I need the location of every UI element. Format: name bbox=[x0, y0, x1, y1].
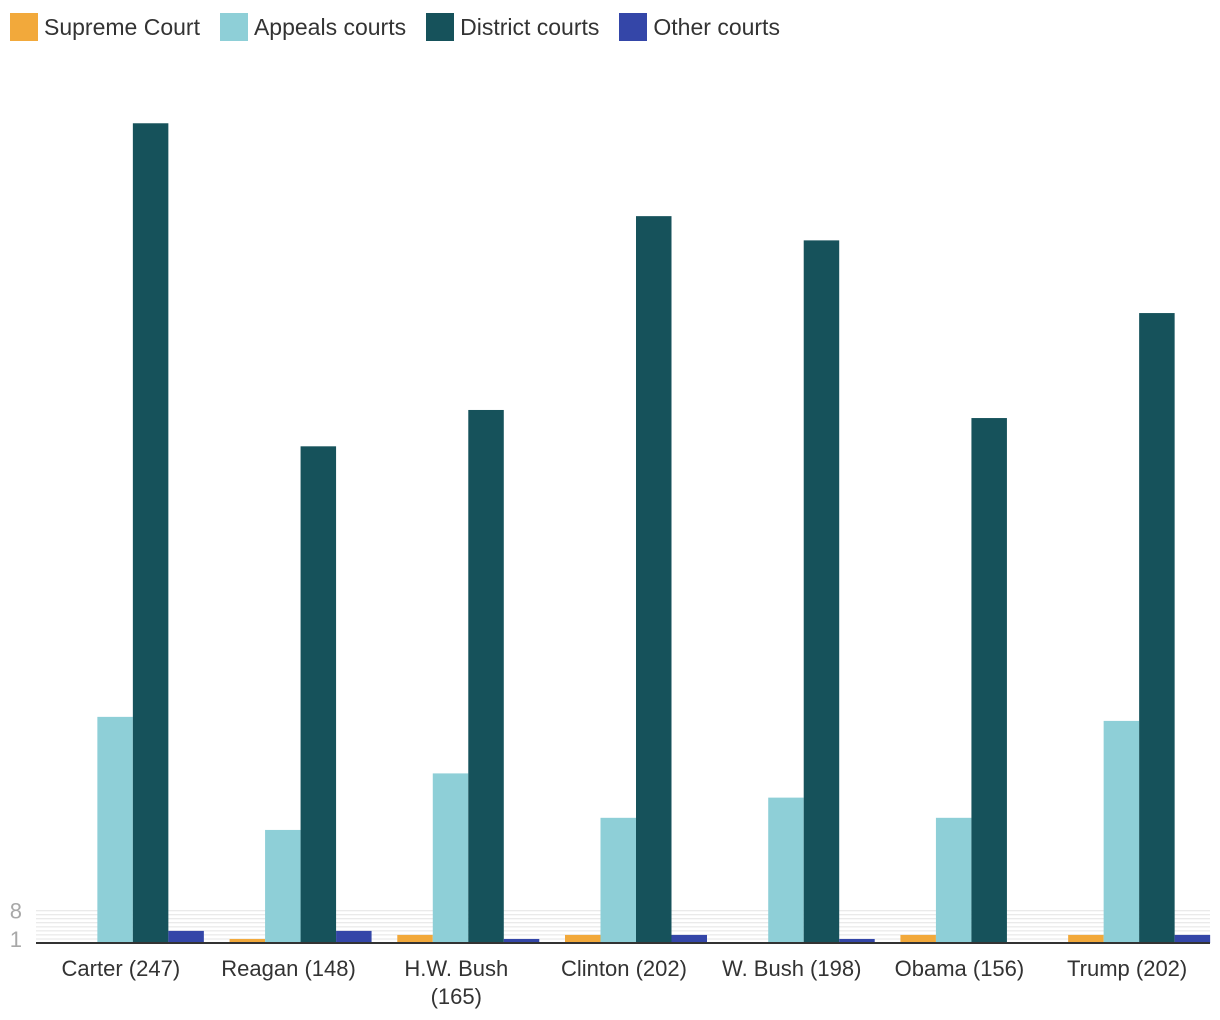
bar[interactable] bbox=[768, 797, 804, 943]
bar[interactable] bbox=[900, 934, 936, 943]
y-tick-label: 1 bbox=[10, 927, 22, 952]
bar[interactable] bbox=[636, 216, 672, 944]
legend-swatch-other-courts bbox=[619, 13, 648, 41]
bar[interactable] bbox=[432, 773, 469, 943]
bar[interactable] bbox=[1174, 934, 1211, 943]
category-label: Carter (247) bbox=[62, 956, 181, 981]
bar[interactable] bbox=[565, 934, 601, 943]
legend-item-appeals-courts[interactable]: Appeals courts bbox=[219, 13, 407, 41]
category-label: W. Bush (198) bbox=[722, 956, 861, 981]
bar[interactable] bbox=[600, 817, 637, 943]
bar[interactable] bbox=[468, 409, 504, 943]
bar[interactable] bbox=[839, 938, 875, 943]
legend-label-other-courts: Other courts bbox=[653, 13, 780, 40]
bar[interactable] bbox=[300, 446, 337, 943]
legend-swatch-appeals-courts bbox=[219, 13, 248, 41]
y-tick-label: 8 bbox=[10, 899, 22, 924]
legend-label-appeals-courts: Appeals courts bbox=[253, 13, 407, 40]
category-label: Reagan (148) bbox=[221, 956, 356, 981]
legend-label-district-courts: District courts bbox=[460, 13, 600, 40]
legend: Supreme Court Appeals courts District co… bbox=[10, 12, 800, 42]
bar[interactable] bbox=[1139, 313, 1175, 943]
legend-swatch-supreme-court bbox=[10, 13, 38, 41]
bar[interactable] bbox=[935, 817, 972, 943]
legend-swatch-district-courts bbox=[426, 13, 455, 41]
category-label: Trump (202) bbox=[1067, 956, 1187, 981]
category-label: Clinton (202) bbox=[561, 956, 687, 981]
bar[interactable] bbox=[229, 938, 266, 943]
bar[interactable] bbox=[168, 930, 204, 943]
bar[interactable] bbox=[97, 716, 133, 943]
bar[interactable] bbox=[336, 930, 372, 943]
bars bbox=[97, 123, 1211, 944]
bar[interactable] bbox=[1068, 934, 1104, 943]
y-tick-labels: 18 bbox=[10, 899, 22, 952]
legend-item-supreme-court[interactable]: Supreme Court bbox=[10, 13, 200, 41]
legend-item-other-courts[interactable]: Other courts bbox=[619, 13, 780, 41]
bar[interactable] bbox=[397, 934, 433, 943]
category-label: Obama (156) bbox=[895, 956, 1025, 981]
bar[interactable] bbox=[265, 829, 301, 943]
legend-item-district-courts[interactable]: District courts bbox=[426, 13, 599, 41]
bar[interactable] bbox=[671, 934, 708, 943]
bar[interactable] bbox=[971, 418, 1007, 943]
bar[interactable] bbox=[132, 123, 169, 944]
bar[interactable] bbox=[503, 938, 540, 943]
legend-label-supreme-court: Supreme Court bbox=[44, 13, 200, 40]
bar[interactable] bbox=[803, 240, 840, 943]
bar[interactable] bbox=[1103, 720, 1140, 943]
category-label: H.W. Bush (165) bbox=[404, 956, 508, 1009]
category-labels: Carter (247) Reagan (148) H.W. Bush (165) Cl… bbox=[62, 956, 1188, 1009]
